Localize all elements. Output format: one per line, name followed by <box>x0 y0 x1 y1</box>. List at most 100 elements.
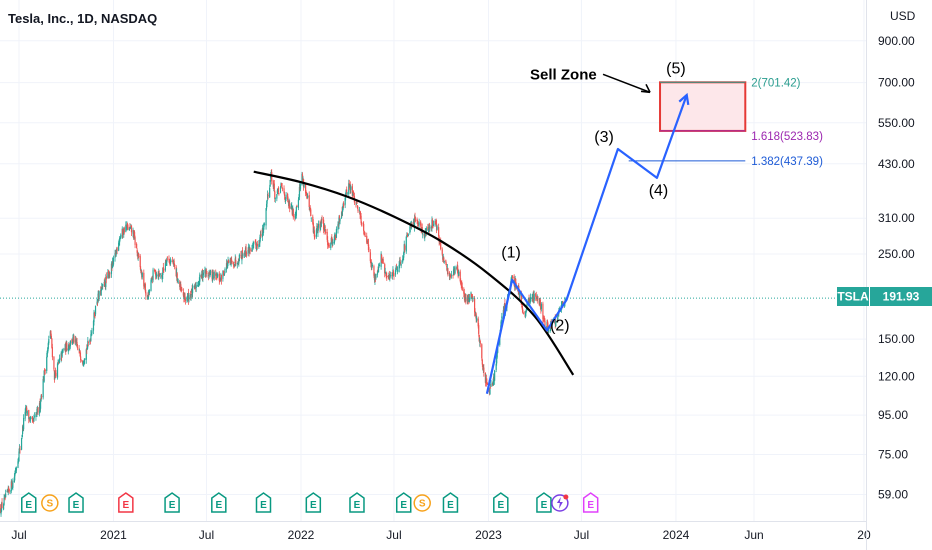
candle-body <box>251 244 253 252</box>
candle-body <box>472 298 474 299</box>
candle-body <box>434 221 437 224</box>
candle-body <box>443 257 445 263</box>
candle-body <box>435 222 437 224</box>
candle-body <box>274 191 276 199</box>
candle-body <box>350 186 352 190</box>
candle-body <box>441 249 443 255</box>
candle-body <box>233 266 235 267</box>
candle-body <box>51 347 53 358</box>
earnings-marker-letter: E <box>169 500 176 511</box>
candle-body <box>366 241 368 244</box>
candle-body <box>375 273 377 279</box>
candle-body <box>79 350 81 357</box>
candle-body <box>219 278 221 280</box>
chart-grid <box>0 0 866 522</box>
candle-body <box>207 275 210 277</box>
candle-body <box>46 356 48 371</box>
symbol-badge-bg <box>837 287 869 306</box>
candle-body <box>524 312 527 316</box>
candle-body <box>123 227 125 233</box>
candle-body <box>154 269 156 271</box>
earnings-marker-letter: E <box>541 500 548 511</box>
candle-body <box>53 356 55 370</box>
candle-body <box>363 223 365 232</box>
candle-body <box>306 194 308 198</box>
candle-body <box>427 226 429 231</box>
candle-body <box>4 496 6 498</box>
candle-body <box>134 237 136 245</box>
candle-body <box>385 273 387 274</box>
candle-body <box>396 269 398 271</box>
earnings-marker <box>536 492 552 513</box>
candle-body <box>454 267 456 274</box>
candle-body <box>544 320 546 329</box>
earnings-marker <box>118 492 134 513</box>
candle-body <box>256 243 258 247</box>
candle-body <box>220 274 222 281</box>
resistance-arc <box>253 170 575 376</box>
candle-body <box>57 363 59 365</box>
candle-body <box>284 197 286 200</box>
candle-body <box>83 359 85 364</box>
candle-body <box>17 461 19 468</box>
candle-body <box>80 360 82 361</box>
candle-body <box>224 269 226 274</box>
candle-body <box>303 184 305 187</box>
candle-body <box>489 389 491 395</box>
candle-body <box>460 280 462 285</box>
candle-body <box>58 358 61 361</box>
arc-curve <box>253 170 575 376</box>
candle-body <box>148 289 151 293</box>
wave-label: (3) <box>594 129 614 146</box>
candle-body <box>425 227 427 233</box>
candle-body <box>496 355 498 364</box>
candle-body <box>404 245 406 250</box>
candle-body <box>209 271 212 273</box>
candle-body <box>561 303 563 306</box>
candle-body <box>148 292 150 294</box>
earnings-marker-letter: E <box>587 500 594 511</box>
candle-body <box>474 311 476 316</box>
candle-body <box>450 274 453 276</box>
candle-body <box>327 240 329 246</box>
candle-body <box>395 267 398 269</box>
y-axis: 900.00 700.00 550.00 430.00 310.00 250.00 150.… <box>878 34 915 502</box>
candle-body <box>429 226 431 230</box>
candle-body <box>500 319 502 327</box>
candle-body <box>265 203 268 209</box>
x-axis-area[interactable] <box>0 522 932 550</box>
candle-body <box>126 223 128 227</box>
candle-body <box>547 330 550 332</box>
candle-body <box>294 216 296 218</box>
x-tick-label: Jul <box>11 528 26 542</box>
candle-body <box>94 305 97 315</box>
candle-body <box>313 230 315 237</box>
candle-body <box>190 294 192 300</box>
candle-body <box>138 253 140 258</box>
candle-body <box>108 274 111 278</box>
candle-body <box>8 489 10 492</box>
candle-body <box>364 233 366 235</box>
candle-body <box>242 254 244 257</box>
candle-body <box>233 262 235 267</box>
x-tick-label: 2021 <box>100 528 127 542</box>
candle-body <box>119 237 121 243</box>
y-tick-label: 120.00 <box>878 369 915 383</box>
candle-body <box>118 240 120 245</box>
candle-body <box>302 178 304 180</box>
candle-body <box>208 273 210 276</box>
currency-label: USD <box>890 9 916 23</box>
candle-body <box>312 216 314 224</box>
candle-body <box>100 289 102 296</box>
candle-body <box>273 183 275 190</box>
candle-body <box>151 278 153 279</box>
candle-body <box>356 205 359 209</box>
candle-body <box>238 254 240 262</box>
candle-body <box>461 286 463 291</box>
candle-body <box>370 259 372 264</box>
candle-body <box>276 190 278 194</box>
candle-body <box>339 218 341 222</box>
price-scale[interactable] <box>866 0 932 522</box>
candle-body <box>478 334 480 342</box>
candle-body <box>378 265 381 267</box>
